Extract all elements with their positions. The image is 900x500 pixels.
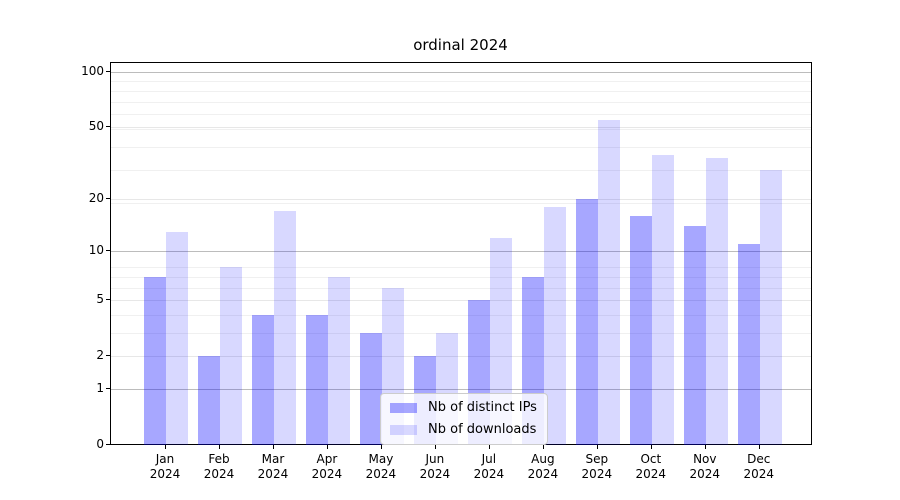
x-tick-label: Jun 2024 bbox=[419, 452, 451, 481]
x-tick-label: Feb 2024 bbox=[203, 452, 235, 481]
major-gridline bbox=[111, 300, 811, 302]
legend-swatch bbox=[390, 403, 417, 413]
y-tick-mark bbox=[106, 70, 110, 72]
bar-distinct-ips bbox=[629, 215, 652, 445]
minor-gridline bbox=[111, 276, 811, 278]
y-tick-label: 0 bbox=[96, 437, 104, 451]
x-tick-mark bbox=[758, 445, 760, 449]
major-gridline bbox=[111, 71, 811, 73]
x-tick-label: Dec 2024 bbox=[743, 452, 775, 481]
y-tick-label: 100 bbox=[81, 63, 104, 78]
bar-distinct-ips bbox=[683, 226, 706, 445]
minor-gridline bbox=[111, 170, 811, 171]
y-tick-mark bbox=[106, 355, 110, 357]
bar-downloads bbox=[166, 231, 188, 445]
minor-gridline bbox=[111, 287, 811, 289]
y-tick-label: 50 bbox=[88, 119, 104, 134]
x-tick-label: May 2024 bbox=[365, 452, 397, 481]
x-tick-mark bbox=[704, 445, 706, 449]
legend-item: Nb of downloads bbox=[390, 422, 537, 438]
y-tick-mark bbox=[106, 299, 110, 301]
bar-downloads bbox=[219, 267, 242, 445]
y-tick-label: 1 bbox=[96, 380, 104, 395]
x-tick-label: Aug 2024 bbox=[527, 452, 559, 481]
bar-distinct-ips bbox=[575, 198, 598, 445]
bar-distinct-ips bbox=[305, 314, 328, 445]
bar-distinct-ips bbox=[359, 332, 382, 445]
minor-gridline bbox=[111, 267, 811, 269]
legend-label: Nb of downloads bbox=[428, 422, 537, 437]
bar-downloads bbox=[327, 276, 350, 445]
y-tick-mark bbox=[106, 197, 110, 199]
x-tick-mark bbox=[272, 445, 274, 449]
y-tick-label: 20 bbox=[88, 190, 104, 205]
y-tick-label: 2 bbox=[96, 348, 104, 363]
bar-downloads bbox=[651, 155, 674, 445]
x-tick-label: Apr 2024 bbox=[311, 452, 343, 481]
minor-gridline bbox=[111, 332, 811, 334]
x-tick-label: Jul 2024 bbox=[473, 452, 505, 481]
bar-distinct-ips bbox=[197, 356, 220, 445]
bar-downloads bbox=[543, 206, 566, 445]
minor-gridline bbox=[111, 146, 811, 148]
minor-gridline bbox=[111, 90, 811, 92]
x-tick-label: Oct 2024 bbox=[635, 452, 667, 481]
major-gridline bbox=[111, 127, 811, 129]
legend: Nb of distinct IPs Nb of downloads bbox=[380, 393, 548, 445]
minor-gridline bbox=[111, 113, 811, 115]
minor-gridline bbox=[111, 101, 811, 103]
x-tick-mark bbox=[326, 445, 328, 449]
x-tick-label: Mar 2024 bbox=[257, 452, 289, 481]
x-tick-label: Jan 2024 bbox=[149, 452, 181, 481]
x-tick-mark bbox=[488, 445, 490, 449]
chart-title: ordinal 2024 bbox=[413, 36, 508, 54]
legend-item: Nb of distinct IPs bbox=[390, 400, 537, 416]
minor-gridline bbox=[111, 128, 811, 130]
x-tick-mark bbox=[542, 445, 544, 449]
plot-area: Nb of distinct IPs Nb of downloads bbox=[110, 62, 812, 445]
major-gridline bbox=[111, 356, 811, 358]
major-gridline bbox=[111, 198, 811, 200]
bar-downloads bbox=[759, 170, 782, 445]
y-tick-mark bbox=[106, 250, 110, 252]
x-tick-mark bbox=[380, 445, 382, 449]
x-tick-label: Nov 2024 bbox=[689, 452, 721, 481]
y-tick-mark bbox=[106, 387, 110, 389]
y-tick-mark bbox=[106, 444, 110, 445]
bar-distinct-ips bbox=[251, 314, 274, 445]
x-tick-mark bbox=[165, 445, 166, 449]
major-gridline bbox=[111, 388, 811, 390]
legend-label: Nb of distinct IPs bbox=[428, 400, 537, 415]
x-tick-mark bbox=[218, 445, 220, 449]
legend-swatch bbox=[390, 425, 417, 435]
bar-downloads bbox=[273, 211, 296, 445]
x-tick-mark bbox=[434, 445, 436, 449]
x-tick-label: Sep 2024 bbox=[581, 452, 613, 481]
bar-distinct-ips bbox=[144, 276, 166, 445]
minor-gridline bbox=[111, 314, 811, 316]
minor-gridline bbox=[111, 81, 811, 83]
y-tick-mark bbox=[106, 126, 110, 128]
x-tick-mark bbox=[650, 445, 652, 449]
x-tick-mark bbox=[596, 445, 598, 449]
bar-distinct-ips bbox=[737, 244, 760, 445]
minor-gridline bbox=[111, 202, 811, 204]
y-tick-label: 10 bbox=[88, 243, 104, 258]
y-tick-label: 5 bbox=[96, 292, 104, 307]
major-gridline bbox=[111, 251, 811, 253]
bar-downloads bbox=[597, 119, 620, 445]
bar-downloads bbox=[705, 157, 728, 445]
